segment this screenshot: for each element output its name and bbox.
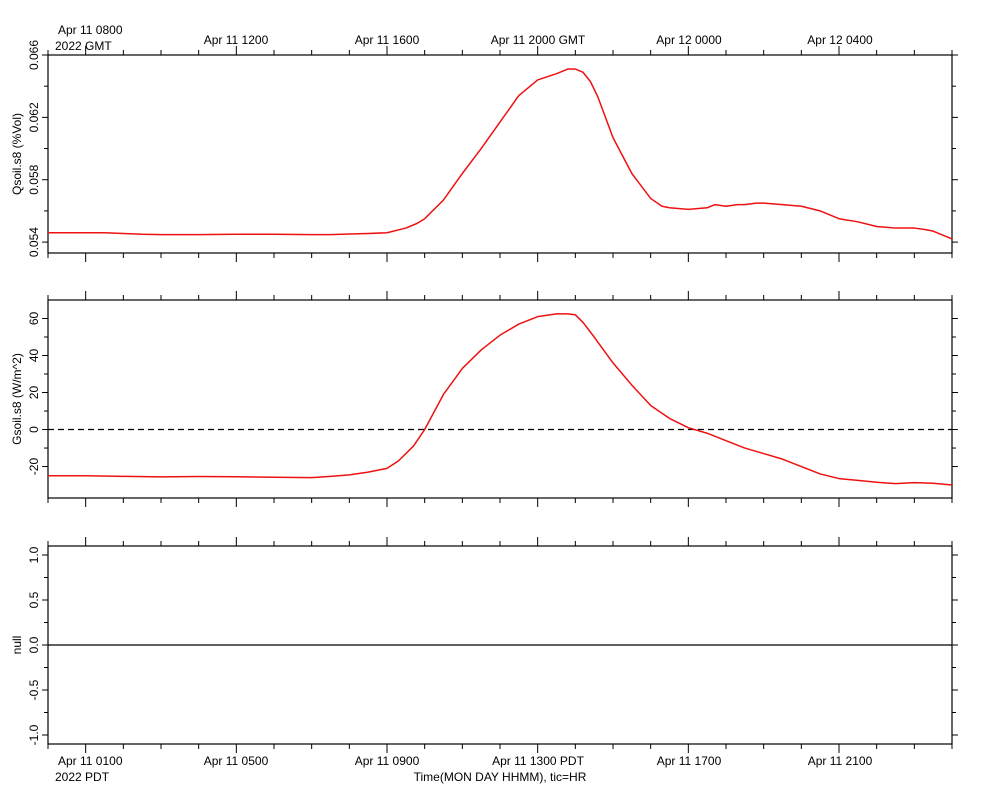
panel-qsoil: 0.054 0.058 0.062 0.066 Qsoil.s8 (%Vol) <box>10 40 958 262</box>
bottom-axis-title: Time(MON DAY HHMM), tic=HR <box>414 770 587 784</box>
null-y-tick-label: -0.5 <box>27 679 41 700</box>
bottom-label-0500: Apr 11 0500 <box>204 754 269 768</box>
bottom-first-label-line1: Apr 11 0100 <box>58 754 123 768</box>
top-label-0400: Apr 12 0400 <box>807 33 873 47</box>
qsoil-y-tick-label: 0.062 <box>27 102 41 132</box>
bottom-first-label-line2: 2022 PDT <box>55 770 110 784</box>
null-y-tick-label: 1.0 <box>27 546 41 563</box>
panel-qsoil-frame <box>47 54 953 254</box>
top-label-0000: Apr 12 0000 <box>656 33 722 47</box>
qsoil-y-tick-label: 0.058 <box>27 164 41 194</box>
panel-gsoil: -20 0 20 40 60 Gsoil.s8 (W/m^2) <box>10 291 958 507</box>
top-label-2000-gmt: Apr 11 2000 GMT <box>491 33 586 47</box>
null-y-tick-label: -1.0 <box>27 724 41 745</box>
panel-qsoil-ylabel: Qsoil.s8 (%Vol) <box>10 113 24 195</box>
panel-gsoil-y-ticks: -20 0 20 40 60 <box>27 312 958 476</box>
gsoil-y-tick-label: 60 <box>27 312 41 326</box>
gsoil-y-tick-label: 20 <box>27 386 41 400</box>
panel-gsoil-ylabel: Gsoil.s8 (W/m^2) <box>10 353 24 445</box>
panel-qsoil-y-ticks: 0.054 0.058 0.062 0.066 <box>27 40 958 257</box>
bottom-label-2100: Apr 11 2100 <box>808 754 873 768</box>
top-time-axis: Apr 11 0800 2022 GMT Apr 11 1200 Apr 11 … <box>55 23 873 53</box>
panel-qsoil-x-ticks <box>47 46 953 262</box>
panel-null-x-ticks <box>47 537 953 753</box>
panel-null-y-ticks: -1.0 -0.5 0.0 0.5 1.0 <box>27 546 958 745</box>
gsoil-y-tick-label: 0 <box>27 426 41 433</box>
panel-null-ylabel: null <box>10 636 24 655</box>
null-y-tick-label: 0.0 <box>27 636 41 653</box>
bottom-label-0900: Apr 11 0900 <box>355 754 420 768</box>
qsoil-y-tick-label: 0.066 <box>27 40 41 70</box>
panel-qsoil-series <box>48 68 953 240</box>
gsoil-y-tick-label: -20 <box>27 458 41 476</box>
top-first-label-line2: 2022 GMT <box>55 39 112 53</box>
panel-null: -1.0 -0.5 0.0 0.5 1.0 null <box>10 537 958 753</box>
top-label-1200: Apr 11 1200 <box>204 33 269 47</box>
bottom-label-1700: Apr 11 1700 <box>657 754 722 768</box>
panel-gsoil-frame <box>47 299 953 499</box>
gsoil-series-line <box>48 313 953 486</box>
panel-gsoil-x-ticks <box>47 291 953 507</box>
qsoil-series-line <box>48 68 953 240</box>
gsoil-y-tick-label: 40 <box>27 349 41 363</box>
top-first-label-line1: Apr 11 0800 <box>58 23 123 37</box>
bottom-label-1300-pdt: Apr 11 1300 PDT <box>492 754 584 768</box>
top-label-1600: Apr 11 1600 <box>355 33 420 47</box>
bottom-time-axis: Apr 11 0100 2022 PDT Apr 11 0500 Apr 11 … <box>55 754 873 784</box>
qsoil-y-tick-label: 0.054 <box>27 227 41 257</box>
null-y-tick-label: 0.5 <box>27 591 41 608</box>
panel-gsoil-series <box>48 313 953 486</box>
